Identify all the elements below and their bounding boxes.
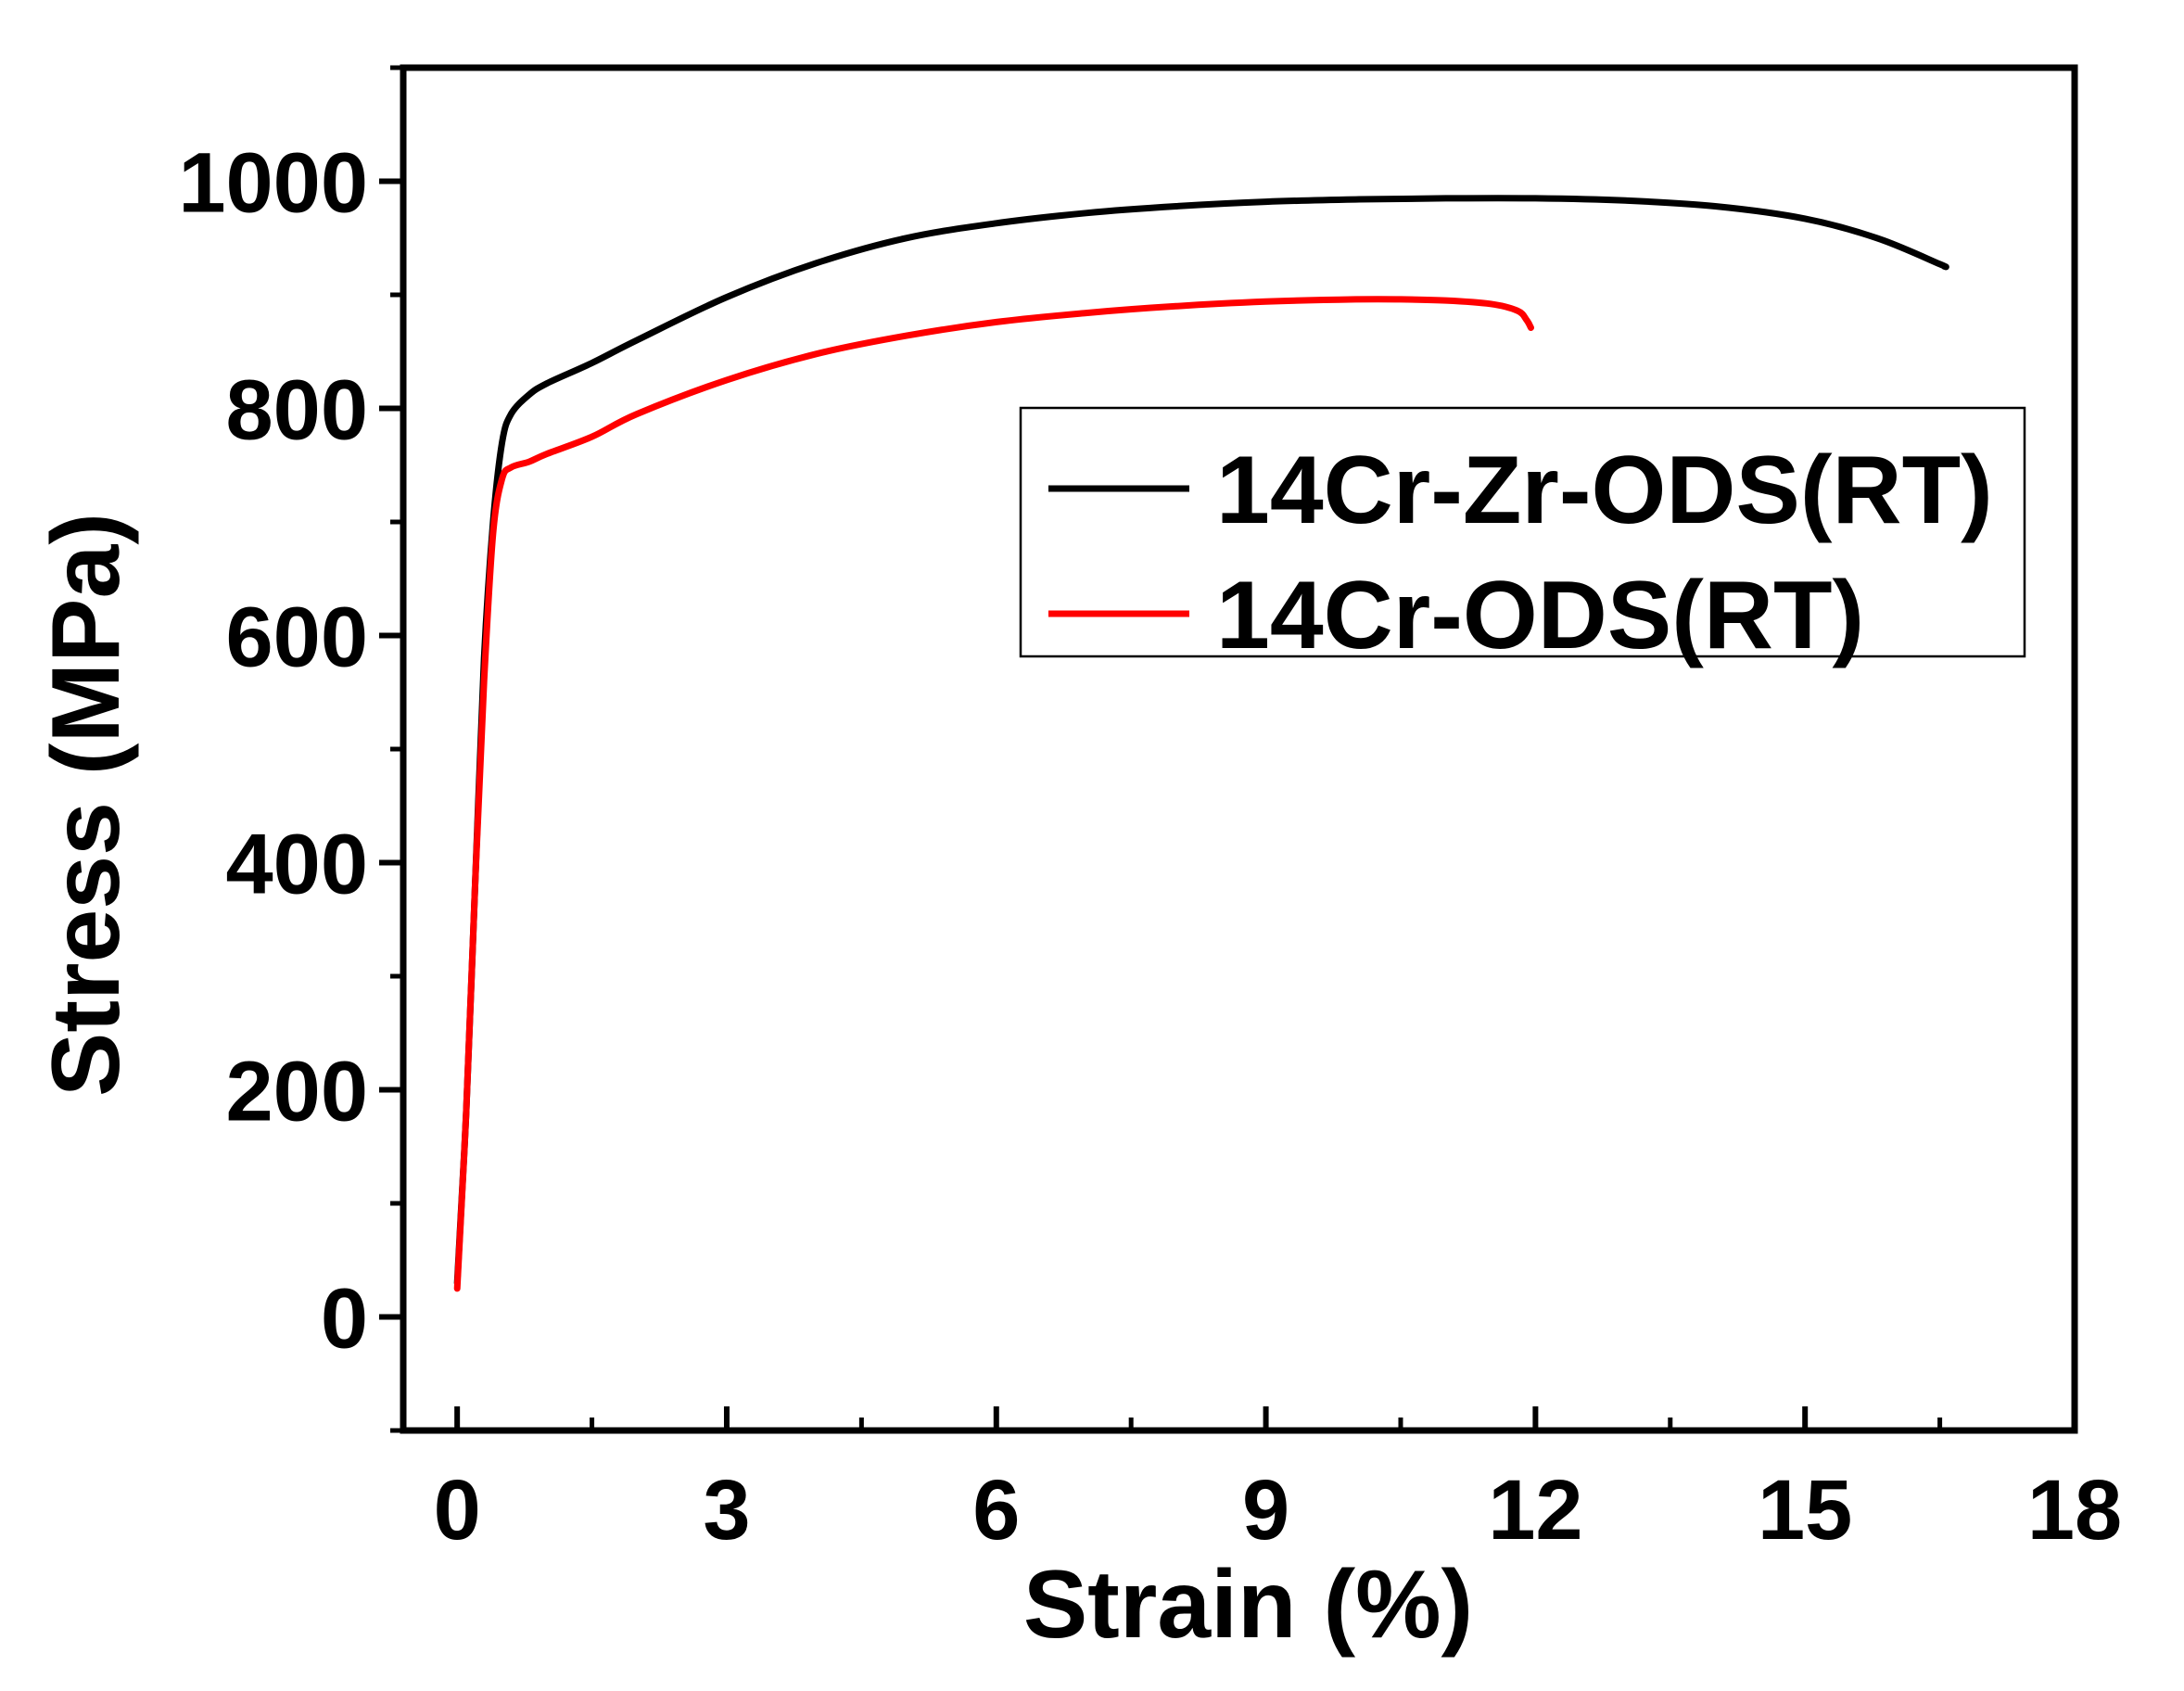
x-tick-label-18: 18	[2027, 1463, 2122, 1558]
ticks-layer	[379, 65, 2077, 1433]
x-tick-label-3: 3	[703, 1463, 750, 1558]
y-axis-title: Stress (MPa)	[32, 513, 140, 1097]
y-tick-label-800: 800	[226, 363, 369, 458]
x-axis-title: Strain (%)	[1023, 1551, 1473, 1659]
tick-labels-layer: 0 3 6 9 12 15 18 0 200 400 600 800 1000	[178, 136, 2122, 1558]
series-line-14cr-ods	[453, 296, 1534, 1292]
legend-label-14cr-ods: 14Cr-ODS(RT)	[1216, 562, 1864, 669]
y-tick-label-0: 0	[321, 1272, 368, 1367]
legend-label-14cr-zr-ods: 14Cr-Zr-ODS(RT)	[1216, 437, 1993, 544]
legend: 14Cr-Zr-ODS(RT) 14Cr-ODS(RT)	[1019, 406, 2026, 669]
x-tick-label-9: 9	[1242, 1463, 1289, 1558]
y-tick-label-600: 600	[226, 591, 369, 685]
x-tick-label-0: 0	[434, 1463, 481, 1558]
x-tick-label-6: 6	[972, 1463, 1020, 1558]
y-tick-label-200: 200	[226, 1045, 369, 1139]
series-layer	[453, 195, 1949, 1292]
x-tick-label-12: 12	[1488, 1463, 1582, 1558]
y-tick-label-1000: 1000	[178, 136, 368, 231]
x-tick-label-15: 15	[1758, 1463, 1852, 1558]
y-tick-label-400: 400	[226, 818, 369, 912]
